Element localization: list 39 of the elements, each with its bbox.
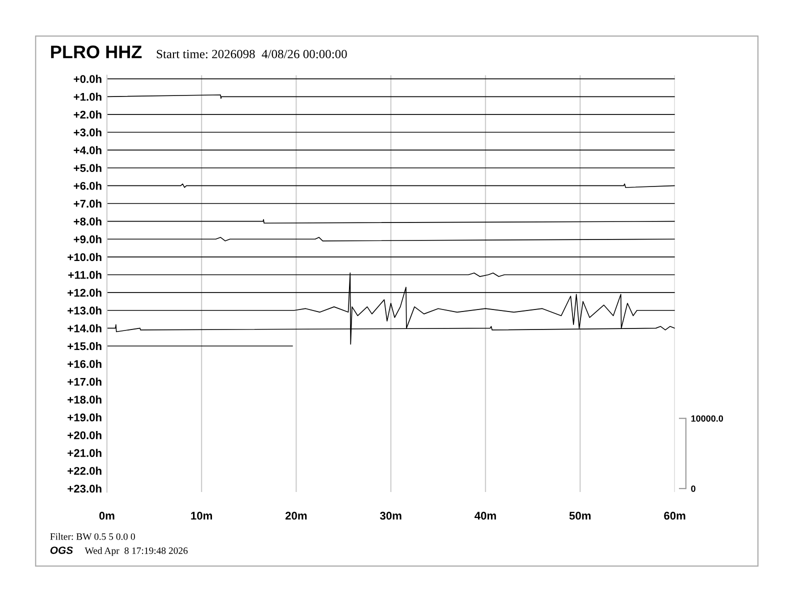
y-tick-label: +6.0h: [74, 182, 102, 190]
x-tick-label: 20m: [285, 512, 307, 520]
chart-title: PLRO HHZ: [51, 46, 142, 58]
y-tick-label: +4.0h: [74, 146, 102, 154]
y-tick-label: +3.0h: [74, 128, 102, 136]
y-tick-label: +14.0h: [68, 324, 102, 332]
y-tick-label: +5.0h: [74, 164, 102, 172]
x-tick-label: 30m: [380, 512, 402, 520]
y-tick-label: +22.0h: [68, 466, 102, 475]
y-tick-label: +8.0h: [74, 217, 102, 226]
text: OGS: [50, 546, 73, 554]
y-tick-label: +15.0h: [68, 342, 102, 350]
x-tick-label: 10m: [191, 512, 212, 520]
y-tick-label: +0.0h: [74, 74, 102, 83]
y-tick-label: +12.0h: [68, 288, 102, 297]
y-tick-label: +13.0h: [68, 306, 102, 315]
x-tick-label: 0m: [99, 512, 114, 520]
y-tick-label: +19.0h: [68, 413, 102, 422]
y-tick-label: +10.0h: [68, 252, 102, 262]
x-tick-label: 40m: [474, 512, 496, 520]
y-tick-label: +17.0h: [68, 378, 102, 386]
y-tick-label: +21.0h: [68, 448, 102, 457]
y-tick-label: +16.0h: [68, 360, 102, 368]
y-tick-label: +11.0h: [68, 270, 102, 279]
chart-subtitle: Start time: 2026098 4/08/26 00:00:00: [156, 50, 347, 58]
x-tick-label: 50m: [569, 512, 591, 520]
y-tick-label: +9.0h: [74, 235, 102, 244]
x-tick-label: 60m: [664, 512, 686, 520]
y-tick-label: +7.0h: [74, 199, 102, 208]
y-tick-label: +23.0h: [68, 484, 102, 493]
y-tick-label: +1.0h: [74, 92, 102, 101]
text: Filter: BW 0.5 5 0.0 0: [50, 533, 135, 540]
y-tick-label: +18.0h: [68, 395, 102, 404]
y2-tick-label: 0: [691, 486, 696, 492]
text: Wed Apr 8 17:19:48 2026: [84, 547, 188, 556]
line-series: [106, 272, 675, 345]
y2-tick-label: 10000.0: [691, 415, 724, 422]
y-tick-label: +20.0h: [68, 431, 102, 440]
y-tick-label: +2.0h: [74, 110, 102, 119]
